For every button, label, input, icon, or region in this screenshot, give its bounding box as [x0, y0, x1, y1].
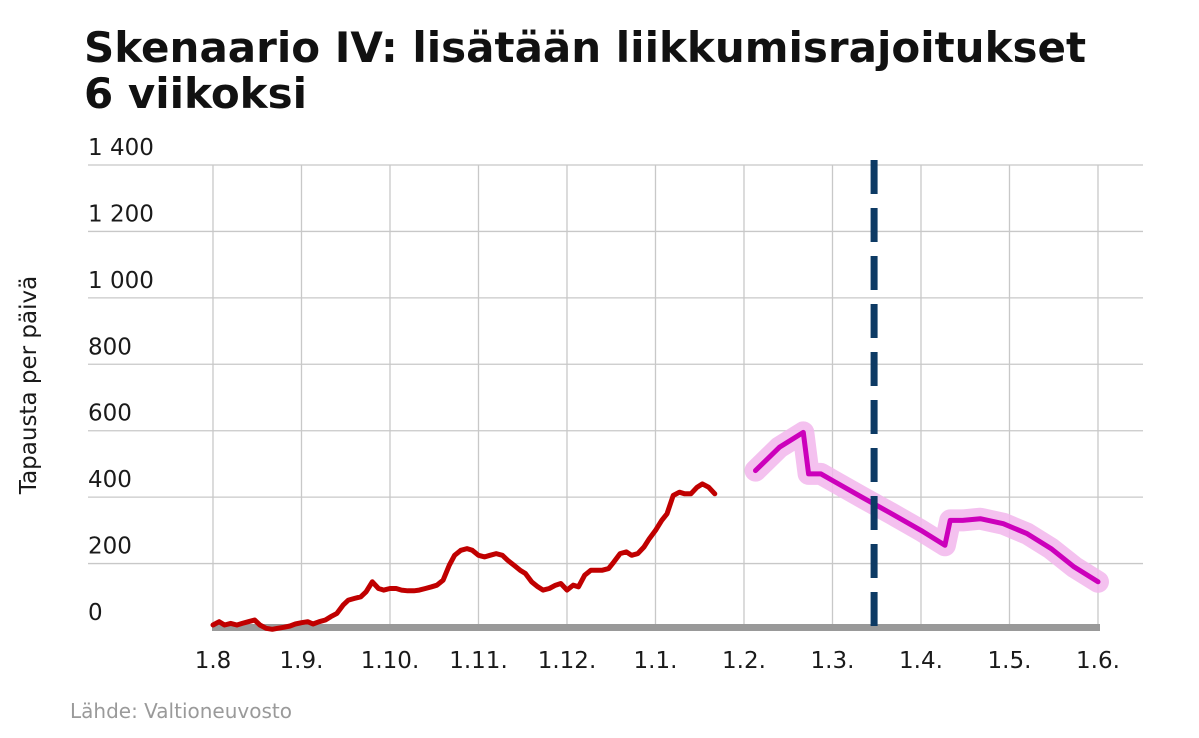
- x-tick-label: 1.8: [195, 648, 232, 674]
- x-axis-baseline: [212, 624, 1100, 631]
- chart-title-line-2: 6 viikoksi: [84, 69, 307, 118]
- x-tick-label: 1.4.: [899, 648, 943, 674]
- chart-title-line-1: Skenaario IV: lisätään liikkumisrajoituk…: [84, 23, 1086, 72]
- series: [210, 421, 1109, 632]
- y-tick-label: 1 200: [88, 201, 154, 227]
- y-tick-label: 1 000: [88, 268, 154, 294]
- x-tick-label: 1.1.: [634, 648, 678, 674]
- y-axis-ticks: 0 200 400 600 800 1 000 1 200 1 400: [88, 135, 154, 626]
- x-tick-label: 1.3.: [811, 648, 855, 674]
- y-tick-label: 800: [88, 334, 132, 360]
- y-tick-label: 200: [88, 534, 132, 560]
- x-tick-label: 1.12.: [538, 648, 597, 674]
- y-tick-label: 0: [88, 600, 103, 626]
- grid: [88, 164, 1143, 630]
- y-tick-label: 400: [88, 467, 132, 493]
- x-tick-label: 1.9.: [280, 648, 324, 674]
- observed-series-line: [210, 481, 718, 632]
- y-tick-label: 1 400: [88, 135, 154, 161]
- x-tick-label: 1.6.: [1076, 648, 1120, 674]
- source-note: Lähde: Valtioneuvosto: [70, 699, 292, 723]
- x-tick-label: 1.11.: [449, 648, 508, 674]
- projection-series-line: [753, 429, 1101, 585]
- y-axis-label: Tapausta per päivä: [16, 276, 42, 495]
- x-tick-label: 1.5.: [988, 648, 1032, 674]
- x-tick-label: 1.2.: [722, 648, 766, 674]
- y-tick-label: 600: [88, 401, 132, 427]
- x-axis-ticks: 1.8 1.9. 1.10. 1.11. 1.12. 1.1. 1.2. 1.3. 1.4. 1.…: [195, 648, 1120, 674]
- x-tick-label: 1.10.: [361, 648, 420, 674]
